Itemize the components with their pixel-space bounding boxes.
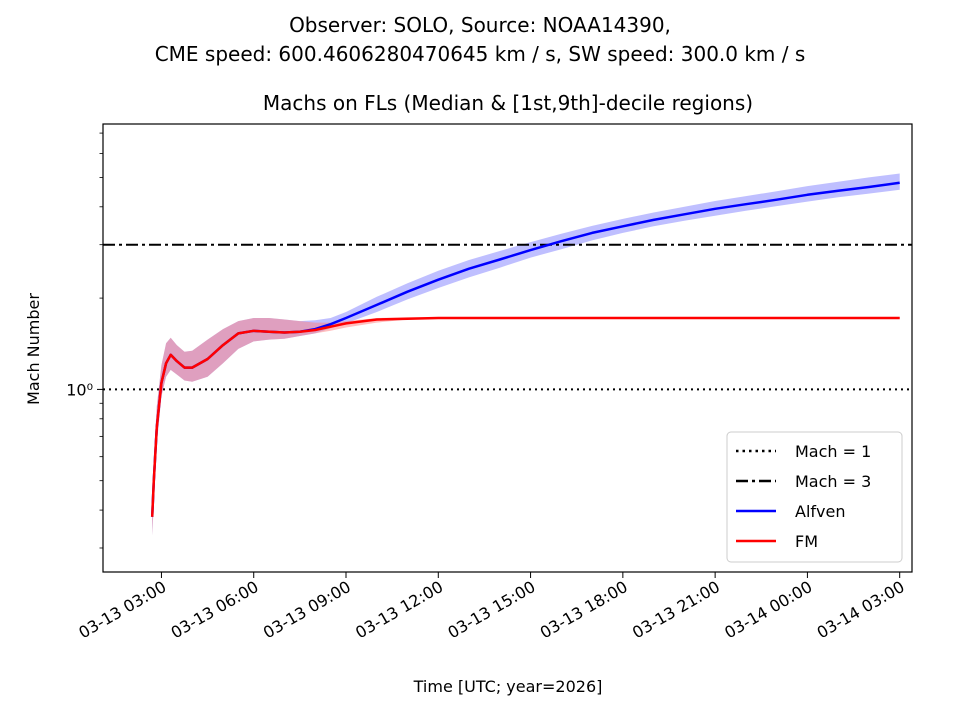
legend-box xyxy=(726,431,903,563)
suptitle-line-2: CME speed: 600.4606280470645 km / s, SW … xyxy=(155,42,806,66)
legend-alfven-label: Alfven xyxy=(795,502,845,521)
x-axis-label: Time [UTC; year=2026] xyxy=(413,677,603,696)
axes-frame xyxy=(102,123,913,573)
y-axis-label: Mach Number xyxy=(24,293,43,405)
suptitle-line-1: Observer: SOLO, Source: NOAA14390, xyxy=(289,13,671,37)
legend-fm-label: FM xyxy=(795,532,818,551)
median-lines xyxy=(150,181,900,517)
legend: Mach = 1 Mach = 3 Alfven FM xyxy=(726,431,903,563)
alfven-decile-band xyxy=(152,173,900,536)
decile-bands xyxy=(152,173,900,536)
y-tick-label: 10⁰ xyxy=(66,380,93,399)
y-ticks: 10⁰ xyxy=(66,132,103,549)
legend-mach3-label: Mach = 3 xyxy=(795,472,871,491)
axes-title: Machs on FLs (Median & [1st,9th]-decile … xyxy=(263,91,753,115)
fm-decile-band xyxy=(152,317,900,536)
fm-median-line xyxy=(150,316,900,517)
reference-lines xyxy=(103,243,912,391)
legend-mach1-label: Mach = 1 xyxy=(795,442,871,461)
